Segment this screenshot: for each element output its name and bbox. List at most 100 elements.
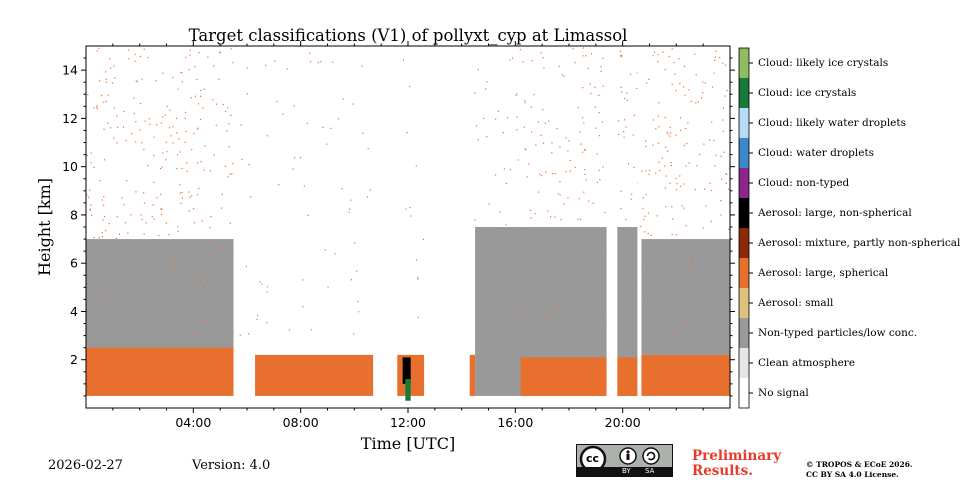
- speckle: [645, 82, 648, 84]
- speckle: [213, 154, 215, 156]
- speckle: [106, 302, 108, 304]
- speckle: [141, 218, 143, 220]
- speckle: [681, 205, 683, 207]
- speckle: [724, 95, 726, 97]
- speckle: [108, 222, 110, 225]
- speckle: [531, 284, 534, 286]
- class-layer: [405, 379, 411, 401]
- colorbar-label: Aerosol: large, non-spherical: [758, 207, 912, 219]
- speckle: [580, 268, 582, 270]
- speckle: [173, 330, 175, 332]
- speckle: [669, 182, 671, 184]
- speckle: [722, 107, 725, 109]
- speckle: [89, 208, 91, 210]
- colorbar-segment: [739, 258, 749, 288]
- speckle: [86, 194, 88, 196]
- speckle: [516, 334, 519, 336]
- speckle: [266, 135, 269, 137]
- speckle: [169, 109, 171, 111]
- speckle: [176, 132, 178, 134]
- speckle: [231, 173, 233, 175]
- speckle: [213, 304, 215, 306]
- speckle: [711, 86, 714, 88]
- speckle: [193, 292, 195, 294]
- speckle: [695, 74, 697, 76]
- speckle: [215, 124, 217, 126]
- speckle: [726, 252, 728, 254]
- speckle: [574, 166, 576, 169]
- speckle: [357, 300, 359, 302]
- speckle: [94, 326, 97, 329]
- speckle: [230, 48, 232, 50]
- speckle: [686, 323, 688, 325]
- speckle: [652, 55, 654, 57]
- speckle: [191, 195, 193, 197]
- speckle: [169, 241, 171, 243]
- speckle: [533, 273, 535, 276]
- speckle: [691, 260, 693, 262]
- speckle: [618, 271, 620, 273]
- speckle: [633, 114, 635, 116]
- speckle: [659, 170, 661, 172]
- speckle: [164, 114, 166, 116]
- speckle: [113, 241, 115, 243]
- speckle: [580, 143, 582, 145]
- speckle: [113, 247, 116, 250]
- speckle: [526, 176, 528, 178]
- speckle: [627, 162, 630, 165]
- speckle: [153, 218, 155, 220]
- speckle: [552, 242, 555, 245]
- speckle: [172, 76, 174, 79]
- speckle: [665, 175, 667, 177]
- speckle: [590, 262, 592, 264]
- speckle: [197, 127, 199, 129]
- speckle: [90, 214, 93, 217]
- speckle: [341, 188, 343, 190]
- speckle: [697, 101, 699, 103]
- speckle: [569, 170, 571, 172]
- speckle: [112, 299, 114, 301]
- speckle: [554, 260, 556, 262]
- speckle: [580, 218, 582, 220]
- speckle: [160, 208, 162, 210]
- speckle: [652, 119, 655, 121]
- speckle: [326, 143, 328, 145]
- colorbar-frame: [738, 47, 750, 409]
- speckle: [127, 232, 129, 234]
- speckle: [673, 335, 675, 337]
- x-tick-label: 12:00: [390, 415, 426, 430]
- speckle: [585, 179, 587, 181]
- speckle: [136, 81, 138, 83]
- speckle: [513, 304, 516, 306]
- speckle: [207, 56, 209, 58]
- speckle: [542, 57, 544, 59]
- speckle: [658, 125, 660, 128]
- speckle: [640, 225, 642, 228]
- speckle: [578, 333, 580, 336]
- colorbar-label: Cloud: water droplets: [758, 147, 875, 159]
- colorbar: [738, 47, 753, 409]
- speckle: [595, 127, 597, 129]
- speckle: [288, 329, 290, 331]
- speckle: [189, 196, 191, 198]
- speckle: [521, 231, 523, 233]
- speckle: [294, 157, 296, 159]
- speckle: [619, 279, 621, 281]
- speckle: [175, 117, 178, 120]
- speckle: [537, 191, 540, 193]
- speckle: [565, 250, 567, 252]
- speckle: [302, 306, 304, 308]
- speckle: [122, 126, 125, 128]
- speckle: [728, 228, 730, 231]
- speckle: [133, 112, 136, 115]
- speckle: [594, 86, 596, 88]
- speckle: [574, 61, 576, 64]
- speckle: [348, 208, 351, 210]
- speckle: [598, 135, 600, 137]
- speckle: [180, 202, 182, 205]
- speckle: [93, 166, 95, 169]
- speckle: [212, 99, 214, 101]
- speckle: [261, 283, 263, 285]
- speckle: [726, 89, 728, 92]
- speckle: [114, 274, 116, 277]
